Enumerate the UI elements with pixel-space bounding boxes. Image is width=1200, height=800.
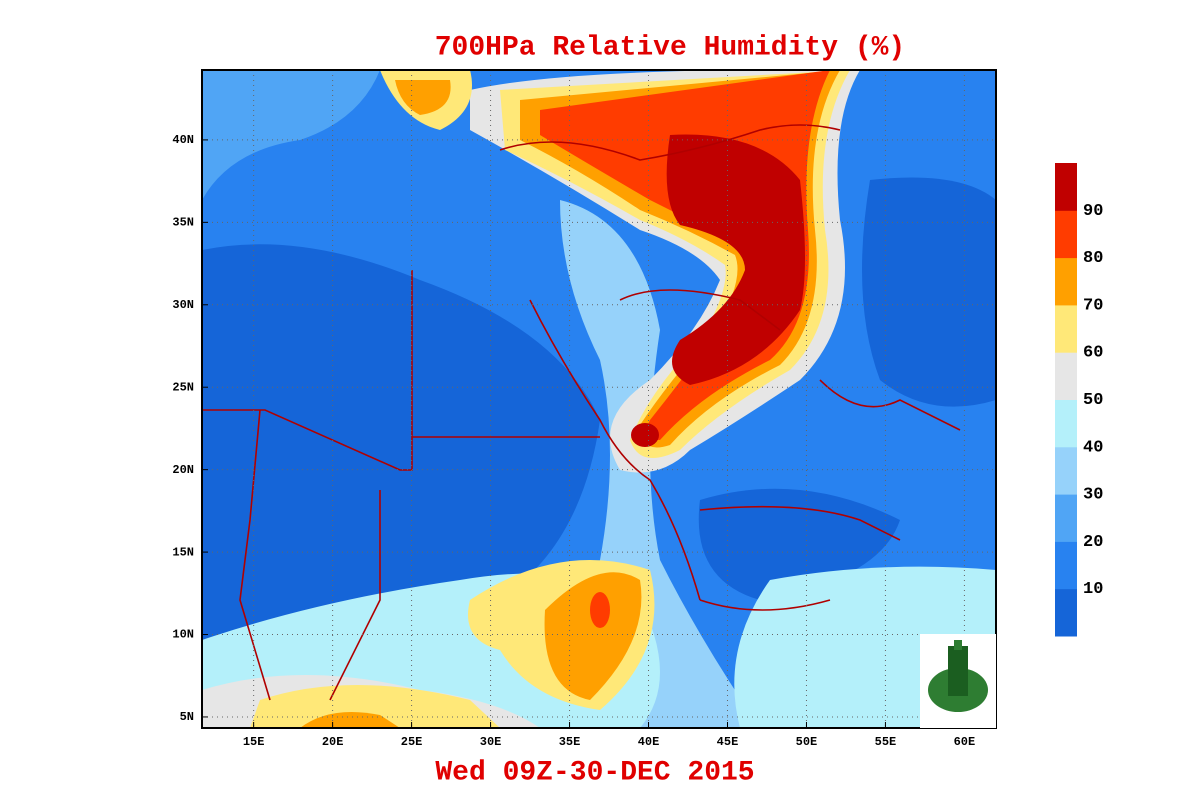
- lat-tick-label: 30N: [172, 298, 194, 312]
- colorbar-band: [1055, 446, 1077, 495]
- lon-tick-label: 55E: [875, 735, 897, 749]
- colorbar-label: 30: [1083, 486, 1103, 505]
- colorbar-label: 70: [1083, 296, 1103, 315]
- lon-tick-label: 25E: [401, 735, 423, 749]
- lon-tick-label: 60E: [954, 735, 976, 749]
- colorbar-label: 90: [1083, 202, 1103, 221]
- colorbar-band: [1055, 352, 1077, 400]
- lat-tick-label: 5N: [180, 710, 194, 724]
- lon-tick-label: 15E: [243, 735, 265, 749]
- lon-tick-label: 35E: [559, 735, 581, 749]
- colorbar-band: [1055, 588, 1077, 637]
- lon-tick-label: 30E: [480, 735, 502, 749]
- map-frame: [201, 69, 997, 729]
- colorbar-band: [1055, 399, 1077, 448]
- colorbar-label: 60: [1083, 344, 1103, 363]
- lat-tick-label: 15N: [172, 545, 194, 559]
- colorbar-label: 40: [1083, 438, 1103, 457]
- valid-time: Wed 09Z-30-DEC 2015: [435, 757, 754, 788]
- lat-tick-label: 10N: [172, 628, 194, 642]
- colorbar-label: 20: [1083, 533, 1103, 552]
- colorbar-label: 50: [1083, 391, 1103, 410]
- colorbar: 10 20 30 40 50 60 70 80 90: [1055, 163, 1103, 637]
- colorbar-label: 80: [1083, 249, 1103, 268]
- colorbar-band: [1055, 494, 1077, 542]
- lon-tick-label: 40E: [638, 735, 660, 749]
- lon-tick-label: 20E: [322, 735, 344, 749]
- lat-tick-label: 35N: [172, 216, 194, 230]
- logo: [920, 634, 996, 728]
- lon-tick-label: 50E: [796, 735, 818, 749]
- grid: 15E 20E 25E 30E 35E 40E 45E 50E 55E 60E 5N 10N 15N 20…: [172, 70, 996, 749]
- colorbar-band: [1055, 304, 1077, 353]
- title: 700HPa Relative Humidity (%): [435, 32, 905, 63]
- lon-tick-label: 45E: [717, 735, 739, 749]
- colorbar-label: 10: [1083, 580, 1103, 599]
- colorbar-band: [1055, 541, 1077, 590]
- lat-tick-label: 40N: [172, 133, 194, 147]
- colorbar-band: [1055, 257, 1077, 306]
- colorbar-band: [1055, 210, 1077, 259]
- humidity-field: [202, 70, 996, 728]
- lat-tick-label: 25N: [172, 380, 194, 394]
- lat-tick-label: 20N: [172, 463, 194, 477]
- colorbar-band: [1055, 163, 1077, 211]
